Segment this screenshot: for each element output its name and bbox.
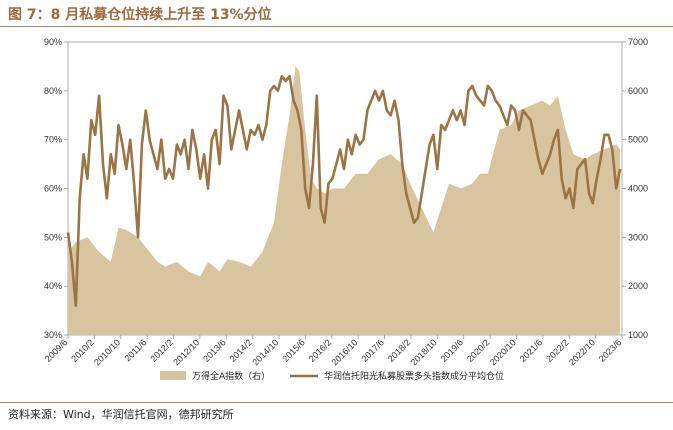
x-tick-label: 2009/6 [43,337,70,364]
x-tick-label: 2011/6 [122,337,148,363]
x-tick-label: 2023/6 [597,337,624,364]
chart-svg: 30% 40% 50% 60% 70% 80% 90% 1000 2000 3000 4000 500… [43,37,648,382]
y-right-tick-label: 7000 [628,37,648,47]
y-right-tick-label: 1000 [628,330,648,340]
x-tick-label: 2017/6 [359,337,386,364]
y-right-tick-label: 2000 [628,281,648,291]
x-tick-label: 2018/10 [409,337,439,367]
x-tick-label: 2021/6 [518,337,545,364]
y-left-tick-label: 50% [44,232,62,242]
x-tick-label: 2014/10 [250,337,280,367]
legend-label-area: 万得全A指数（右） [192,370,270,382]
y-left-tick-label: 30% [44,330,62,340]
source-note: 资料来源：Wind，华润信托官网，德邦研究所 [8,408,234,421]
legend-layer: 万得全A指数（右） 华润信托阳光私募股票多头指数成分平均仓位 [160,370,504,382]
x-tick-label: 2020/10 [488,337,518,367]
x-tick-label: 2010/10 [92,337,122,367]
x-tick-label: 2022/10 [567,337,597,367]
chart-title: 图 7：8 月私募仓位持续上升至 13%分位 [8,7,272,23]
x-tick-label: 2012/10 [171,337,201,367]
y-left-tick-label: 40% [44,281,62,291]
x-tick-label: 2015/6 [280,337,307,364]
y-left-tick-label: 70% [44,135,62,145]
x-tick-label: 2013/6 [201,337,228,364]
area-series-wind-all-a [68,66,621,336]
legend-label-line: 华润信托阳光私募股票多头指数成分平均仓位 [324,370,504,382]
series-layer [66,66,622,336]
y-left-tick-label: 60% [44,184,62,194]
title-divider [0,26,673,27]
footer-divider [0,402,673,403]
x-tick-label: 2016/10 [330,337,360,367]
x-tick-label: 2019/6 [439,337,466,364]
y-right-tick-label: 6000 [628,86,648,96]
legend-swatch-area [160,371,186,380]
y-left-tick-label: 90% [44,37,62,47]
y-right-tick-label: 4000 [628,184,648,194]
y-right-tick-label: 3000 [628,232,648,242]
y-left-tick-label: 80% [44,86,62,96]
y-right-tick-label: 5000 [628,135,648,145]
line-series-private-fund-position [66,74,622,307]
